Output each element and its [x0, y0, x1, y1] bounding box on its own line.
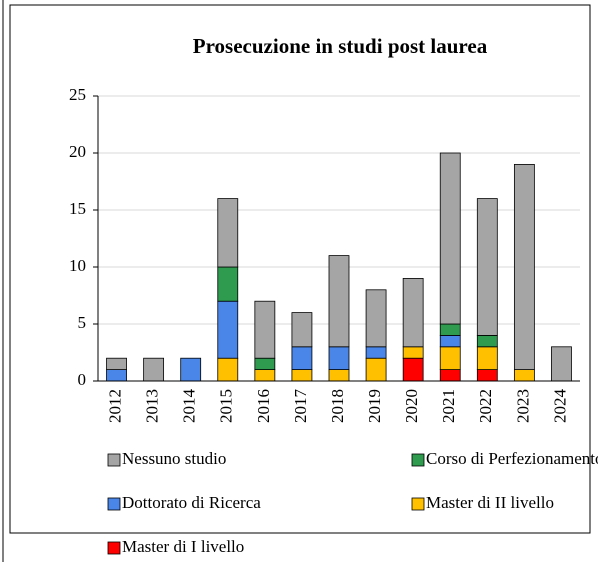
x-tick-label: 2018 [328, 389, 347, 423]
legend-swatch [411, 453, 425, 467]
bar-segment [365, 346, 387, 359]
x-tick-label: 2020 [402, 389, 421, 423]
bar-segment [439, 323, 461, 336]
bar-segment [328, 346, 350, 370]
frame [9, 4, 591, 534]
bar-segment [291, 346, 313, 370]
x-tick-label: 2014 [180, 389, 199, 424]
x-tick-label: 2022 [476, 389, 495, 423]
x-tick-label: 2012 [105, 389, 124, 423]
legend-swatch [107, 541, 121, 555]
bar-segment [217, 357, 239, 382]
bar-segment [402, 357, 424, 382]
bar-segment [254, 369, 276, 382]
y-tick-label: 0 [78, 370, 87, 389]
legend-swatch [107, 453, 121, 467]
bar-segment [254, 357, 276, 371]
bar-segment [291, 369, 313, 382]
bar-segment [402, 277, 424, 348]
bar-segment [106, 369, 127, 382]
bar-segment [217, 266, 239, 302]
bar-segment [476, 198, 498, 336]
y-tick-label: 20 [69, 142, 86, 161]
x-tick-label: 2023 [513, 389, 532, 423]
legend-label: Corso di Perfezionamento [426, 449, 598, 468]
bar-segment [180, 357, 202, 382]
chart-title: Prosecuzione in studi post laurea [193, 34, 488, 58]
x-tick-label: 2016 [254, 389, 273, 423]
legend-label: Dottorato di Ricerca [122, 493, 261, 512]
bar-segment [476, 369, 498, 382]
bar-segment [365, 289, 387, 348]
bar-segment [476, 334, 498, 348]
bar-segment [217, 198, 239, 268]
bar-segment [551, 346, 572, 382]
legend-swatch [411, 497, 425, 511]
y-tick-label: 15 [69, 199, 86, 218]
bar-segment [402, 346, 424, 359]
legend-label: Nessuno studio [122, 449, 226, 468]
x-tick-label: 2017 [291, 389, 310, 424]
bar-segment [439, 334, 461, 348]
x-tick-label: 2013 [143, 389, 162, 423]
bar-segment [291, 312, 313, 348]
legend-label: Master di II livello [426, 493, 554, 512]
bar-segment [365, 357, 387, 382]
legend-swatch [107, 497, 121, 511]
bar-segment [513, 163, 535, 370]
bar-segment [513, 369, 535, 382]
bar-segment [328, 369, 350, 382]
legend-label: Master di I livello [122, 537, 244, 556]
bar-segment [217, 300, 239, 359]
x-tick-label: 2021 [439, 389, 458, 423]
bar-segment [106, 357, 127, 371]
bar-segment [476, 346, 498, 370]
bar-segment [439, 346, 461, 370]
bar-segment [439, 152, 461, 325]
x-tick-label: 2015 [217, 389, 236, 423]
y-tick-label: 10 [69, 256, 86, 275]
x-tick-label: 2019 [365, 389, 384, 423]
y-tick-label: 25 [69, 85, 86, 104]
y-tick-label: 5 [78, 313, 87, 332]
bar-segment [439, 369, 461, 382]
bar-segment [143, 357, 165, 382]
bar-segment [328, 255, 350, 348]
x-tick-label: 2024 [550, 389, 569, 424]
bar-segment [254, 300, 276, 359]
